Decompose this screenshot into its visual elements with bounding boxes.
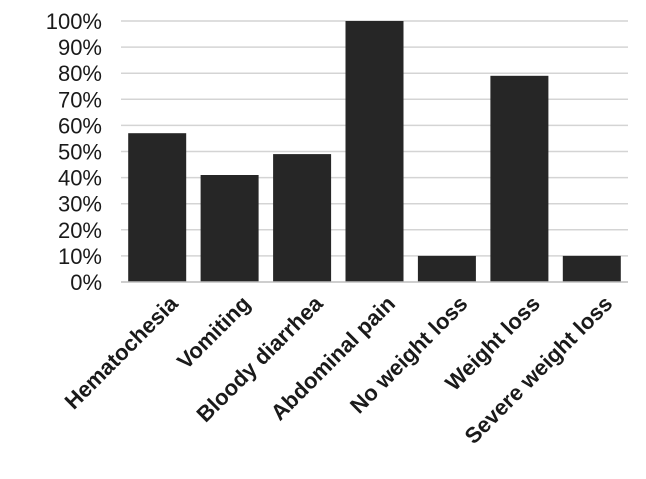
bar-severe-weight-loss <box>562 255 621 282</box>
x-category-label: Bloody diarrhea <box>191 290 328 427</box>
x-category-label: Abdominal pain <box>266 291 400 425</box>
bar-no-weight-loss <box>417 255 476 282</box>
y-tick-label: 100% <box>46 9 102 34</box>
y-tick-label: 20% <box>58 218 102 243</box>
y-tick-label: 50% <box>58 140 102 165</box>
bars <box>128 21 621 282</box>
bar-bloody-diarrhea <box>273 154 332 282</box>
y-axis-tick-labels: 0%10%20%30%40%50%60%70%80%90%100% <box>46 9 102 295</box>
y-tick-label: 90% <box>58 35 102 60</box>
y-tick-label: 60% <box>58 113 102 138</box>
bar-abdominal-pain <box>345 21 404 282</box>
y-tick-label: 30% <box>58 192 102 217</box>
x-category-label: Hematochesia <box>60 290 184 414</box>
y-tick-label: 10% <box>58 244 102 269</box>
bar-vomiting <box>200 175 259 282</box>
y-tick-label: 70% <box>58 87 102 112</box>
bar-hematochesia <box>128 133 187 282</box>
y-tick-label: 40% <box>58 166 102 191</box>
y-tick-label: 80% <box>58 61 102 86</box>
bar-weight-loss <box>490 75 549 282</box>
y-tick-label: 0% <box>70 270 102 295</box>
